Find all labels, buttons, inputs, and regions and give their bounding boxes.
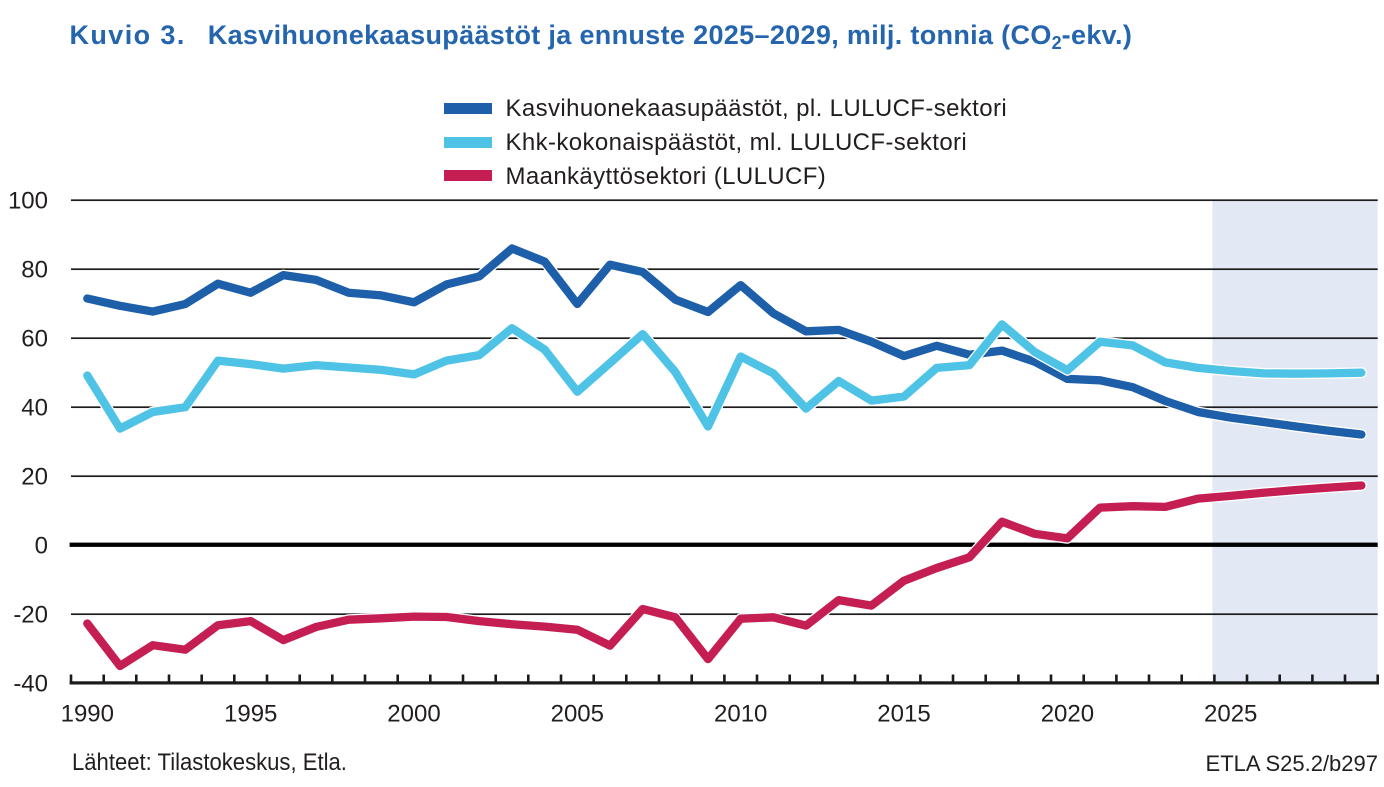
svg-text:2000: 2000 bbox=[387, 701, 440, 728]
svg-text:-20: -20 bbox=[13, 602, 48, 629]
svg-text:1995: 1995 bbox=[224, 701, 277, 728]
svg-text:80: 80 bbox=[21, 257, 48, 284]
svg-text:1990: 1990 bbox=[61, 701, 114, 728]
svg-text:2025: 2025 bbox=[1204, 701, 1257, 728]
svg-text:100: 100 bbox=[8, 188, 48, 215]
svg-text:20: 20 bbox=[21, 464, 48, 491]
svg-text:2005: 2005 bbox=[551, 701, 604, 728]
svg-text:2020: 2020 bbox=[1041, 701, 1094, 728]
svg-text:0: 0 bbox=[35, 533, 48, 560]
svg-text:40: 40 bbox=[21, 395, 48, 422]
svg-text:60: 60 bbox=[21, 326, 48, 353]
svg-text:2010: 2010 bbox=[714, 701, 767, 728]
svg-text:2015: 2015 bbox=[877, 701, 930, 728]
svg-text:-40: -40 bbox=[13, 671, 48, 698]
